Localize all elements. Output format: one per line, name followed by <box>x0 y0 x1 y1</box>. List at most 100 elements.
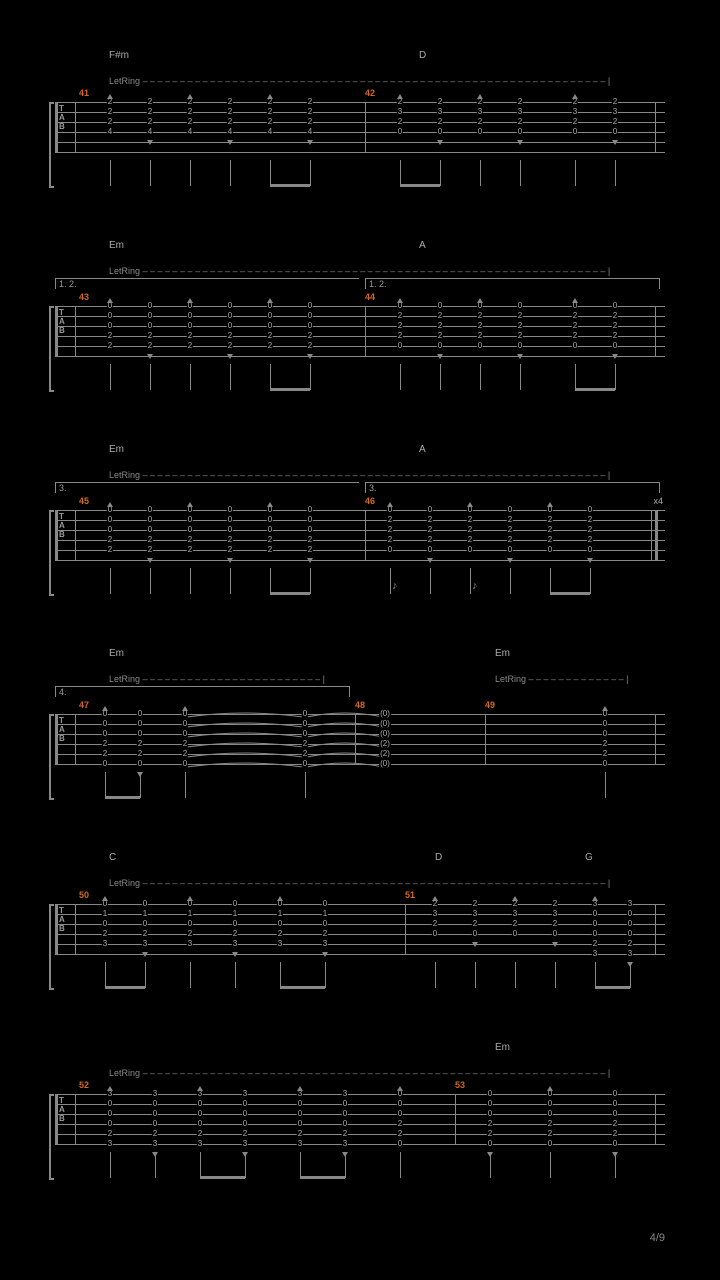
fret-number: 0 <box>467 506 473 514</box>
note-stem <box>200 1152 201 1178</box>
fret-number: 2 <box>277 930 283 938</box>
fret-number: 2 <box>147 118 153 126</box>
fret-number: 0 <box>427 506 433 514</box>
fret-number: 2 <box>187 108 193 116</box>
note-stem <box>430 568 431 594</box>
strum-down-icon <box>137 772 143 777</box>
fret-number: 2 <box>432 900 438 908</box>
barline <box>655 714 656 764</box>
beam <box>300 1176 345 1179</box>
fret-number: 4 <box>187 128 193 136</box>
beam <box>105 796 140 799</box>
fret-number: 2 <box>602 740 608 748</box>
fret-number: 0 <box>517 302 523 310</box>
system-bracket <box>49 904 54 990</box>
fret-number: 0 <box>487 1140 493 1148</box>
volta-bracket: 4. <box>55 686 350 697</box>
fret-number: 0 <box>627 930 633 938</box>
note-stem <box>190 568 191 594</box>
strum-down-icon <box>517 354 523 359</box>
fret-number: 2 <box>147 536 153 544</box>
strum-down-icon <box>142 952 148 957</box>
tab-staff: TAB2224222422242224222422242320232023202… <box>55 102 665 160</box>
fret-number: 0 <box>147 302 153 310</box>
stems-area <box>55 160 665 190</box>
strum-down-icon <box>627 962 633 967</box>
note-stem <box>230 364 231 390</box>
fret-number: 0 <box>322 900 328 908</box>
beam <box>105 986 145 989</box>
note-stem <box>190 160 191 186</box>
beam <box>270 184 310 187</box>
note-stem <box>280 962 281 988</box>
fret-number: 4 <box>107 128 113 136</box>
tab-staff: TAB3000233000233000233000233000233000230… <box>55 1094 665 1152</box>
fret-number: 0 <box>302 730 308 738</box>
fret-number: 3 <box>512 910 518 918</box>
fret-number: 0 <box>397 1140 403 1148</box>
fret-number: 2 <box>242 1130 248 1138</box>
fret-number: 2 <box>147 332 153 340</box>
fret-number: 3 <box>152 1090 158 1098</box>
fret-number: 0 <box>187 312 193 320</box>
fret-number: 0 <box>612 128 618 136</box>
strum-up-icon <box>572 298 578 303</box>
fret-number: 0 <box>397 1100 403 1108</box>
fret-number: 0 <box>232 920 238 928</box>
tab-clef: TAB <box>59 716 65 743</box>
bar-number: 52 <box>79 1080 89 1090</box>
fret-number: 0 <box>137 760 143 768</box>
barline <box>55 904 58 954</box>
tie-arc <box>305 759 385 769</box>
fret-number: 0 <box>547 1110 553 1118</box>
fret-number: 0 <box>227 516 233 524</box>
fret-number: 3 <box>342 1090 348 1098</box>
note-stem <box>110 160 111 186</box>
fret-number: 0 <box>627 910 633 918</box>
letring-label: LetRing – – – – – – – – – – – – – – – – … <box>109 878 610 888</box>
strum-up-icon <box>267 298 273 303</box>
fret-number: 0 <box>387 546 393 554</box>
strum-down-icon <box>307 558 313 563</box>
fret-number: 2 <box>182 740 188 748</box>
note-stem <box>235 962 236 988</box>
chord-label: Em <box>495 1042 510 1053</box>
fret-number: 2 <box>227 332 233 340</box>
barline <box>365 102 366 152</box>
fret-number: 0 <box>107 312 113 320</box>
fret-number: 0 <box>612 302 618 310</box>
fret-number: 0 <box>152 1120 158 1128</box>
tab-clef: TAB <box>59 308 65 335</box>
strum-down-icon <box>612 1152 618 1157</box>
strum-up-icon <box>297 1086 303 1091</box>
fret-number: 2 <box>232 930 238 938</box>
fret-number: 3 <box>107 1090 113 1098</box>
fret-number: 2 <box>107 342 113 350</box>
fret-number: 0 <box>297 1120 303 1128</box>
tie-arc <box>305 749 385 759</box>
string-line <box>55 1104 665 1105</box>
note-stem <box>590 568 591 594</box>
fret-number: 2 <box>427 516 433 524</box>
fret-number: 2 <box>267 108 273 116</box>
fret-number: 0 <box>397 342 403 350</box>
fret-number: 0 <box>547 1090 553 1098</box>
letring-row: LetRing – – – – – – – – – – – – – – – – … <box>55 674 665 686</box>
fret-number: 0 <box>107 506 113 514</box>
strum-up-icon <box>397 94 403 99</box>
fret-number: 2 <box>477 118 483 126</box>
bar-number: 42 <box>365 88 375 98</box>
chord-label: D <box>435 852 442 863</box>
barline <box>55 102 58 152</box>
tie-arc <box>305 709 385 719</box>
fret-number: 3 <box>152 1140 158 1148</box>
note-stem <box>110 568 111 594</box>
fret-number: 0 <box>467 546 473 554</box>
fret-number: 2 <box>137 750 143 758</box>
fret-number: 2 <box>547 1130 553 1138</box>
fret-number: 2 <box>512 900 518 908</box>
tab-system: EmALetRing – – – – – – – – – – – – – – –… <box>55 444 665 598</box>
fret-number: 2 <box>437 98 443 106</box>
barline <box>75 904 76 954</box>
fret-number: 0 <box>102 710 108 718</box>
